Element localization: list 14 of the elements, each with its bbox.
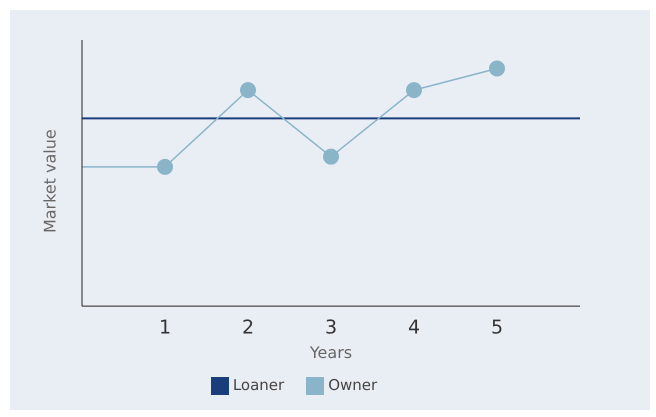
point bbox=[406, 82, 422, 98]
x-tick-label: 1 bbox=[158, 316, 172, 339]
point bbox=[323, 148, 339, 165]
x-tick-label: 3 bbox=[324, 316, 338, 339]
x-axis-title: Years bbox=[308, 343, 352, 362]
point bbox=[157, 158, 173, 175]
x-tick-label: 2 bbox=[242, 316, 254, 339]
legend-label: Loaner bbox=[232, 376, 284, 394]
point bbox=[489, 60, 505, 77]
y-axis-title: Market value bbox=[40, 129, 60, 234]
x-tick-label: 4 bbox=[408, 316, 420, 339]
legend-label: Owner bbox=[328, 376, 378, 394]
point bbox=[240, 82, 256, 98]
x-tick-label: 5 bbox=[490, 316, 504, 339]
